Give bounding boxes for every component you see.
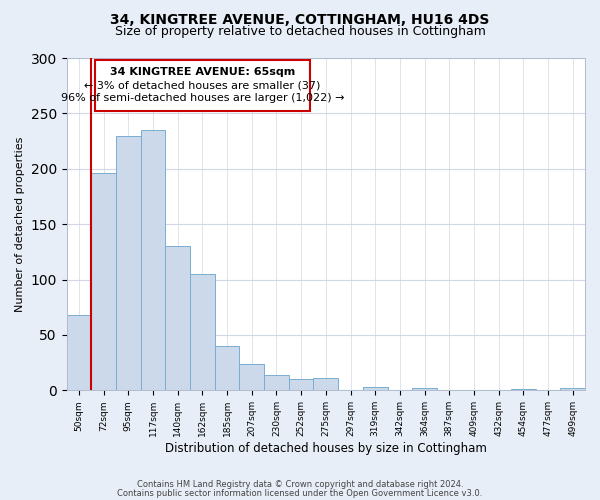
Bar <box>511 389 536 390</box>
FancyBboxPatch shape <box>95 60 310 111</box>
Bar <box>239 364 264 390</box>
Bar <box>363 387 388 390</box>
Bar <box>289 380 313 390</box>
Bar <box>166 246 190 390</box>
Text: 34, KINGTREE AVENUE, COTTINGHAM, HU16 4DS: 34, KINGTREE AVENUE, COTTINGHAM, HU16 4D… <box>110 12 490 26</box>
Bar <box>412 388 437 390</box>
Text: Contains public sector information licensed under the Open Government Licence v3: Contains public sector information licen… <box>118 488 482 498</box>
Bar <box>141 130 166 390</box>
Bar <box>67 315 91 390</box>
Text: 96% of semi-detached houses are larger (1,022) →: 96% of semi-detached houses are larger (… <box>61 94 344 104</box>
Bar <box>190 274 215 390</box>
Y-axis label: Number of detached properties: Number of detached properties <box>15 136 25 312</box>
Text: Size of property relative to detached houses in Cottingham: Size of property relative to detached ho… <box>115 25 485 38</box>
Text: ← 3% of detached houses are smaller (37): ← 3% of detached houses are smaller (37) <box>84 80 320 90</box>
Text: 34 KINGTREE AVENUE: 65sqm: 34 KINGTREE AVENUE: 65sqm <box>110 67 295 77</box>
Bar <box>313 378 338 390</box>
X-axis label: Distribution of detached houses by size in Cottingham: Distribution of detached houses by size … <box>165 442 487 455</box>
Text: Contains HM Land Registry data © Crown copyright and database right 2024.: Contains HM Land Registry data © Crown c… <box>137 480 463 489</box>
Bar <box>264 375 289 390</box>
Bar <box>560 388 585 390</box>
Bar <box>116 136 141 390</box>
Bar <box>91 173 116 390</box>
Bar <box>215 346 239 391</box>
